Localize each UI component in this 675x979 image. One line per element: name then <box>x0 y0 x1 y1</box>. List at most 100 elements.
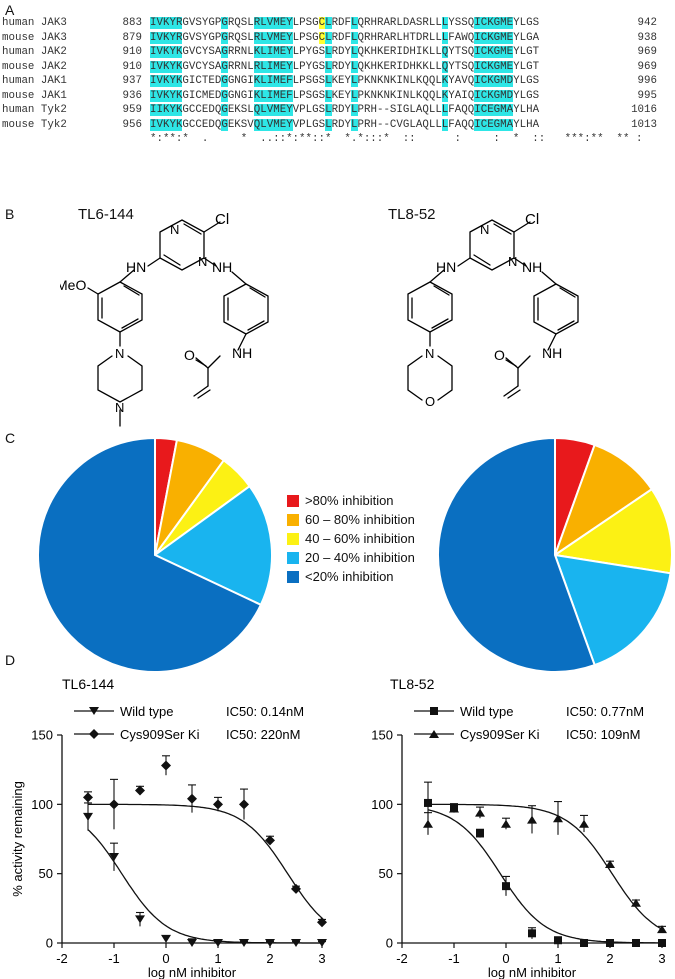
y-tick-label: 50 <box>39 866 53 881</box>
data-point <box>317 917 327 928</box>
atom-n: N <box>425 346 434 361</box>
series-name: Wild type <box>120 704 173 719</box>
ic50-label: IC50: 0.14nM <box>226 704 304 719</box>
alignment-start: 910 <box>122 46 142 58</box>
legend-swatch <box>287 533 299 545</box>
x-tick-label: 1 <box>554 951 561 966</box>
x-tick-label: -2 <box>396 951 408 966</box>
structure-title-tl8-52: TL8-52 <box>388 206 436 223</box>
data-point <box>527 815 537 824</box>
data-point <box>658 939 666 947</box>
y-tick-label: 100 <box>31 797 53 812</box>
alignment-start: 936 <box>122 89 142 102</box>
data-point <box>657 925 667 934</box>
y-tick-label: 150 <box>31 728 53 743</box>
panel-label-a: A <box>5 2 15 18</box>
x-axis-label: log nM inhibitor <box>148 965 237 979</box>
atom-o: O <box>494 347 505 363</box>
panel-label-d: D <box>5 652 16 668</box>
pie-slice <box>437 436 596 673</box>
legend-label: 40 – 60% inhibition <box>305 531 415 546</box>
panel-label-b: B <box>5 206 15 222</box>
atom-n: N <box>115 346 124 361</box>
ic50-label: IC50: 109nM <box>566 727 640 742</box>
alignment-end: 1013 <box>631 118 657 131</box>
alignment-sequence: IVKYKGICMEDGGNGIKLIMEFLPSGSLKEYLPKNKNKIN… <box>150 89 540 102</box>
data-point <box>423 819 433 828</box>
data-point <box>317 939 327 947</box>
x-tick-label: -1 <box>108 951 120 966</box>
panel-label-c: C <box>5 430 16 446</box>
series-name: Wild type <box>460 704 513 719</box>
alignment-end: 996 <box>637 75 657 87</box>
legend-swatch <box>287 571 299 583</box>
data-point <box>502 882 510 891</box>
plot-title: TL8-52 <box>390 676 435 692</box>
data-point <box>580 939 588 947</box>
fit-curve <box>428 803 663 930</box>
series-name: Cys909Ser Ki <box>460 727 540 742</box>
alignment-gene-name: mouse JAK3 <box>2 31 67 44</box>
data-point <box>553 814 563 823</box>
alignment-gene-name: mouse JAK1 <box>2 89 67 102</box>
x-tick-label: 3 <box>318 951 325 966</box>
alignment-end: 942 <box>637 17 657 29</box>
alignment-end: 1016 <box>631 104 657 116</box>
y-tick-label: 0 <box>386 936 393 951</box>
atom-nh: NH <box>212 259 232 275</box>
y-tick-label: 0 <box>46 936 53 951</box>
alignment-gene-name: mouse Tyk2 <box>2 118 67 131</box>
ic50-label: IC50: 0.77nM <box>566 704 644 719</box>
data-point <box>89 729 99 739</box>
data-point <box>239 799 249 810</box>
series-name: Cys909Ser Ki <box>120 727 200 742</box>
alignment-end: 969 <box>637 60 657 73</box>
data-point <box>161 934 171 943</box>
pie-chart-tl6-144 <box>37 436 273 673</box>
alignment-gene-name: human JAK1 <box>2 75 67 87</box>
alignment-sequence: IIKYKGCCEDQGEKSLQLVMEYVPLGSLRDYLPRH--SIG… <box>150 104 540 116</box>
data-point <box>291 883 301 894</box>
legend-label: 60 – 80% inhibition <box>305 512 415 527</box>
alignment-end: 995 <box>637 89 657 102</box>
fit-curve <box>427 809 662 944</box>
y-tick-label: 150 <box>371 728 393 743</box>
sequence-alignment: human JAK3 883 IVKYRGVSYGPGRQSLRLVMEYLPSGC… <box>0 0 675 175</box>
alignment-sequence: IVKYKGCCEDQGEKSVQLVMEYVPLGSLRDYLPRH--CVG… <box>150 118 540 131</box>
alignment-start: 879 <box>122 31 142 44</box>
data-point <box>187 793 197 804</box>
data-point <box>449 804 459 813</box>
legend-label: >80% inhibition <box>305 493 394 508</box>
legend-label: <20% inhibition <box>305 569 394 584</box>
atom-nh: NH <box>232 345 252 361</box>
data-point <box>109 799 119 810</box>
alignment-start: 937 <box>122 75 142 87</box>
legend-swatch <box>287 552 299 564</box>
alignment-sequence: IVKYKGICTEDGGNGIKLIMEFLPSGSLKEYLPKNKNKIN… <box>150 75 540 87</box>
data-point <box>135 915 145 924</box>
data-point <box>291 939 301 947</box>
pie-slice <box>552 487 673 575</box>
x-tick-label: 0 <box>162 951 169 966</box>
alignment-start: 910 <box>122 60 142 73</box>
fit-curve <box>87 829 322 944</box>
data-point <box>89 707 99 715</box>
data-point <box>528 929 536 938</box>
x-tick-label: 2 <box>266 951 273 966</box>
pie-slice <box>37 436 263 673</box>
data-point <box>239 939 249 947</box>
alignment-sequence: IVKYKGVCYSAGRRNLRLIMEYLPYGSLRDYLQKHKERID… <box>150 60 540 73</box>
legend-label: 20 – 40% inhibition <box>305 550 415 565</box>
alignment-start: 883 <box>122 17 142 29</box>
x-tick-label: 1 <box>214 951 221 966</box>
x-tick-label: 3 <box>658 951 665 966</box>
atom-o: O <box>184 347 195 363</box>
data-point <box>429 730 439 738</box>
alignment-sequence: IVKYRGVSYGPGRQSLRLVMEYLPSGCLRDFLQRHRARLH… <box>150 31 540 44</box>
atom-cl: Cl <box>215 211 229 228</box>
data-point <box>265 939 275 947</box>
data-point <box>501 819 511 828</box>
ic50-label: IC50: 220nM <box>226 727 300 742</box>
legend-swatch <box>287 514 299 526</box>
data-point <box>424 798 432 807</box>
